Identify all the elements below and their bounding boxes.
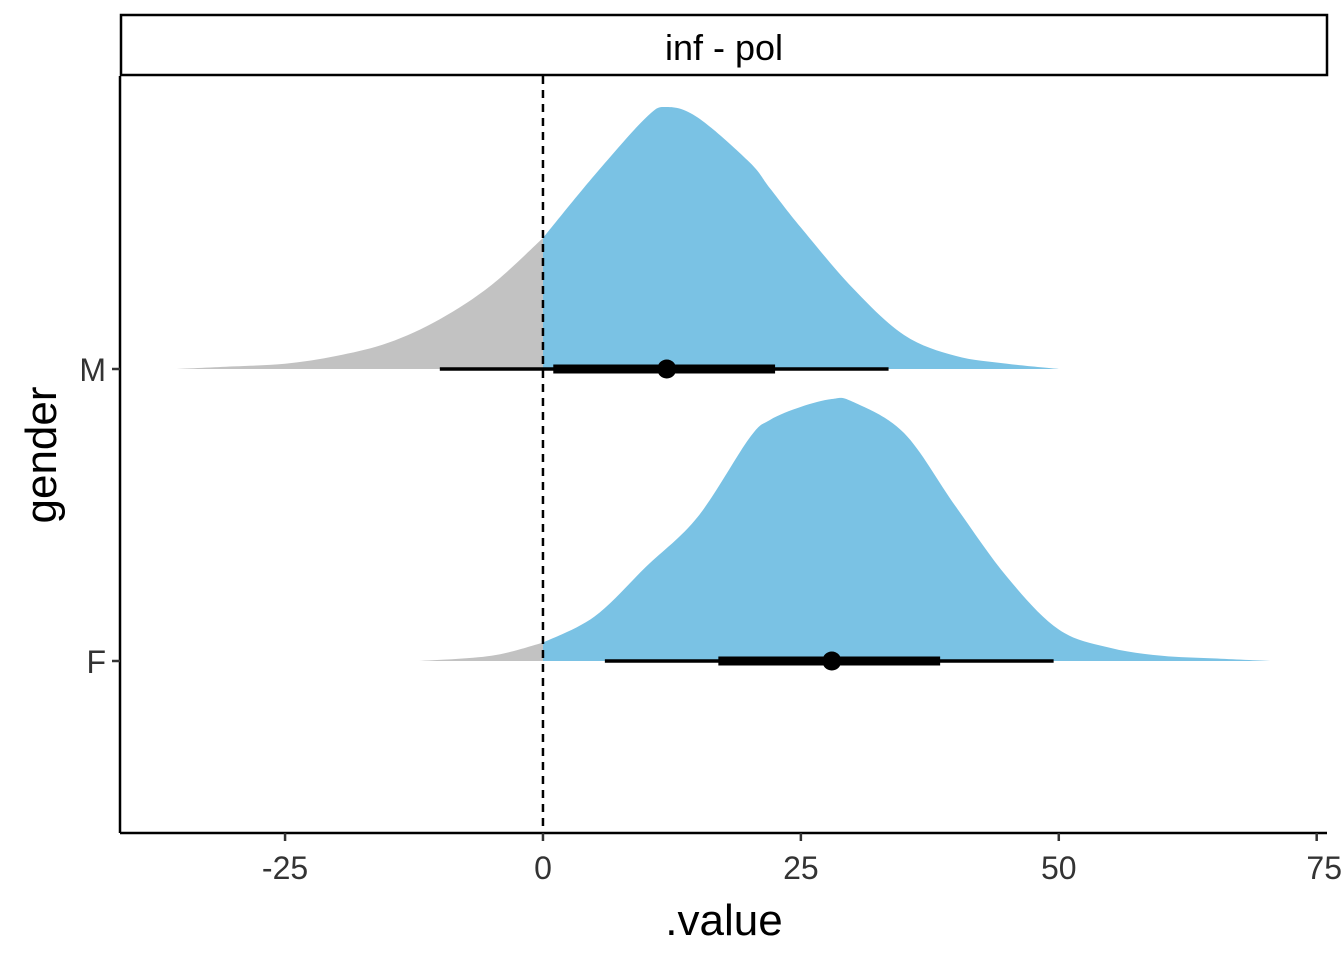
- x-tick-label-3: 50: [1041, 850, 1077, 886]
- x-tick-label-1: 0: [534, 850, 552, 886]
- density-f-below-zero: [419, 642, 543, 661]
- x-tick-label-2: 25: [783, 850, 819, 886]
- facet-strip: inf - pol: [119, 13, 1329, 77]
- y-axis-title: gender: [17, 386, 66, 523]
- density-m-below-zero: [176, 238, 543, 369]
- facet-label: inf - pol: [665, 27, 783, 68]
- x-axis-title: .value: [665, 896, 782, 945]
- x-tick-label-4: 75: [1306, 850, 1342, 886]
- axes: M F -25 0 25 50 75: [79, 76, 1342, 886]
- point-estimate-f: [822, 651, 842, 671]
- plot-panel: [176, 76, 1271, 833]
- density-f-above-zero: [542, 397, 1271, 661]
- y-tick-label-m: M: [79, 352, 106, 388]
- facet-strip-box: [119, 13, 1329, 77]
- point-estimate-m: [657, 359, 677, 379]
- y-tick-label-f: F: [86, 644, 106, 680]
- x-tick-label-0: -25: [262, 850, 308, 886]
- density-m-above-zero: [542, 106, 1059, 370]
